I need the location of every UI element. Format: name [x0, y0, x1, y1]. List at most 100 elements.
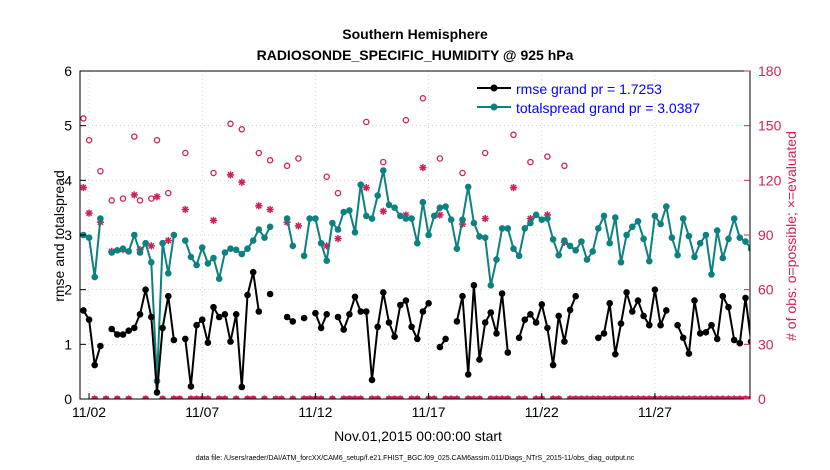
- rmse-point: [204, 339, 212, 347]
- totalspread-point: [170, 231, 178, 239]
- obs-evaluated-marker: [481, 215, 489, 223]
- totalspread-point: [493, 256, 500, 263]
- asterisk-stroke: [476, 395, 481, 399]
- rmse-point: [736, 339, 744, 347]
- asterisk-stroke: [467, 395, 472, 399]
- asterisk-stroke: [182, 206, 189, 213]
- totalspread-point: [255, 226, 263, 233]
- totalspread-point: [487, 282, 495, 289]
- right-tick-label: 180: [758, 63, 782, 79]
- asterisk-stroke: [153, 193, 161, 200]
- rmse-point: [691, 297, 698, 304]
- obs-evaluated-marker: [226, 171, 235, 179]
- totalspread-point: [600, 212, 608, 220]
- obs-evaluated-marker: [351, 395, 359, 399]
- obs-evaluated-marker: [685, 395, 693, 399]
- asterisk-stroke: [498, 395, 504, 399]
- asterisk-stroke: [176, 395, 181, 399]
- obs-evaluated-marker: [622, 395, 631, 399]
- obs-evaluated-marker: [249, 395, 257, 399]
- asterisk-stroke: [116, 395, 121, 399]
- obs-evaluated-marker: [243, 395, 252, 399]
- rmse-point: [97, 342, 104, 350]
- rmse-point: [159, 324, 166, 332]
- legend-entry-totalspread: totalspread grand pr = 3.0387: [516, 100, 700, 116]
- asterisk-stroke: [161, 395, 166, 399]
- totalspread-point: [436, 204, 444, 211]
- asterisk-stroke: [642, 395, 647, 399]
- totalspread-series: [80, 167, 750, 385]
- totalspread-point: [368, 215, 376, 222]
- totalspread-point: [397, 212, 404, 220]
- legend-entry-rmse: rmse grand pr = 1.7253: [516, 81, 662, 97]
- obs-evaluated-marker: [362, 184, 370, 192]
- totalspread-point: [91, 273, 98, 281]
- obs-evaluated-marker: [673, 395, 682, 399]
- obs-evaluated-marker: [391, 395, 399, 399]
- totalspread-point: [453, 245, 461, 252]
- asterisk-stroke: [331, 395, 336, 399]
- totalspread-point: [696, 239, 704, 247]
- rmse-point: [612, 350, 619, 358]
- totalspread-point: [232, 246, 240, 254]
- totalspread-point: [583, 256, 591, 263]
- obs-evaluated-marker: [747, 395, 750, 399]
- totalspread-point: [108, 249, 115, 256]
- totalspread-point: [702, 231, 710, 239]
- asterisk-stroke: [495, 395, 500, 399]
- totalspread-point: [323, 257, 331, 265]
- asterisk-stroke: [221, 395, 226, 399]
- totalspread-point: [555, 251, 562, 259]
- obs-possible-marker: [363, 118, 370, 126]
- obs-possible-marker: [210, 169, 217, 177]
- obs-evaluated-marker: [583, 395, 591, 399]
- totalspread-point: [131, 231, 138, 239]
- asterisk-stroke: [216, 395, 221, 399]
- rmse-point: [725, 303, 732, 311]
- asterisk-stroke: [250, 395, 255, 399]
- obs-possible-marker: [334, 189, 342, 197]
- asterisk-stroke: [699, 395, 704, 399]
- asterisk-stroke: [342, 395, 347, 399]
- rmse-point: [629, 308, 636, 315]
- x-axis-ticks: 11/02 11/07 11/12 11/17 11/22 11/27: [72, 393, 672, 420]
- totalspread-point: [357, 181, 365, 188]
- totalspread-point: [119, 245, 127, 252]
- asterisk-stroke: [312, 395, 317, 399]
- obs-possible-series: [80, 95, 771, 401]
- totalspread-point: [691, 253, 698, 261]
- totalspread-point: [125, 248, 132, 255]
- right-axis-label: # of obs: o=possible; ×=evaluated: [783, 131, 799, 341]
- asterisk-stroke: [397, 395, 402, 399]
- asterisk-stroke: [450, 395, 455, 399]
- rmse-point: [481, 319, 489, 326]
- totalspread-point: [289, 242, 297, 250]
- obs-possible-marker: [766, 396, 771, 401]
- totalspread-point: [515, 252, 523, 260]
- left-axis-label: rmse and totalspread: [51, 170, 67, 302]
- rmse-point: [119, 331, 127, 338]
- totalspread-point: [612, 214, 619, 221]
- totalspread-point: [713, 227, 721, 234]
- rmse-point: [527, 311, 534, 318]
- totalspread-point: [385, 201, 393, 209]
- rmse-point: [85, 316, 93, 324]
- totalspread-point: [663, 203, 670, 210]
- obs-evaluated-marker: [662, 395, 670, 399]
- totalspread-line: [286, 218, 294, 247]
- rmse-point: [142, 286, 149, 294]
- rmse-line: [82, 309, 102, 367]
- obs-evaluated-marker: [589, 395, 597, 399]
- rmse-point: [765, 320, 772, 327]
- rmse-point: [674, 321, 681, 329]
- rmse-point: [408, 323, 415, 331]
- asterisk-stroke: [314, 395, 319, 399]
- rmse-point: [289, 318, 297, 325]
- obs-possible-marker: [148, 195, 155, 202]
- obs-possible-marker: [419, 95, 427, 102]
- rmse-point: [651, 286, 659, 294]
- totalspread-point: [532, 211, 540, 219]
- totalspread-point: [329, 219, 336, 227]
- totalspread-point: [425, 231, 432, 239]
- obs-evaluated-marker: [260, 395, 269, 399]
